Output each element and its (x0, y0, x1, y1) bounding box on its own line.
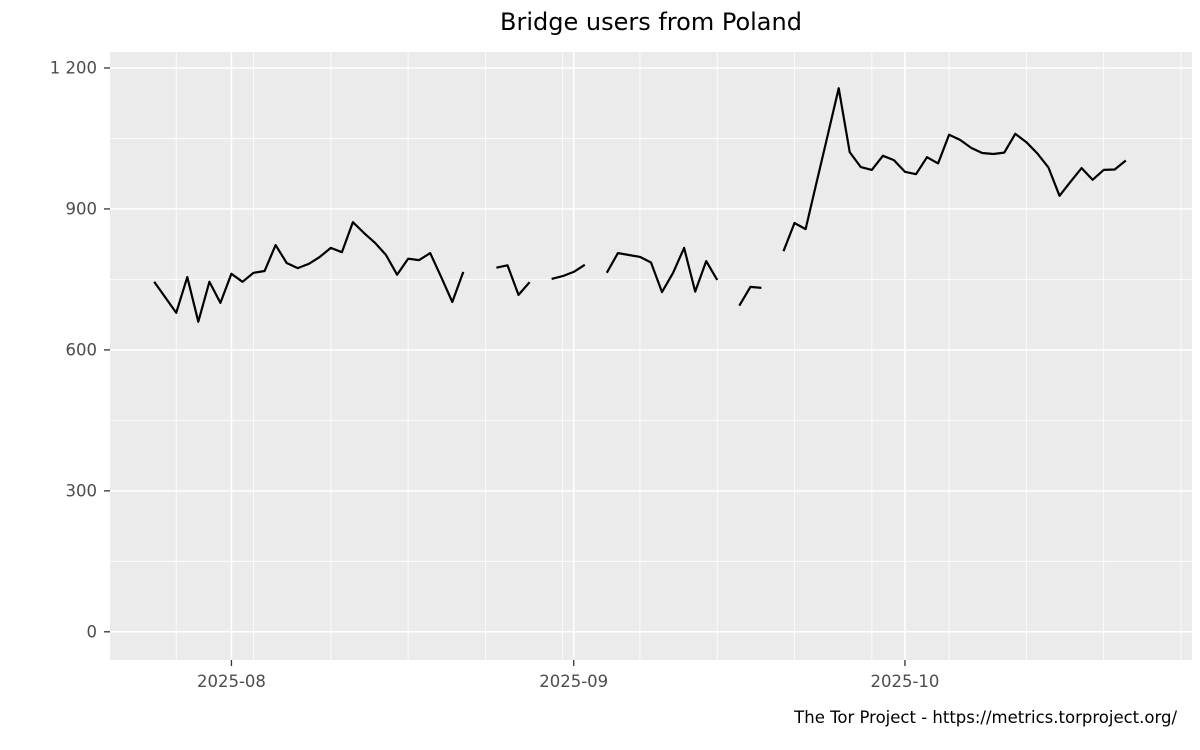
chart-title: Bridge users from Poland (500, 8, 802, 36)
data-line (605, 246, 719, 294)
y-tick-label: 900 (66, 199, 98, 218)
y-tick-label: 600 (66, 340, 98, 359)
y-tick-label: 300 (66, 481, 98, 500)
data-line (153, 221, 465, 323)
line-chart: 0 300 600 900 1 200 2025-08 2025-09 2025-10 (50, 52, 1192, 691)
plot-panel (110, 52, 1192, 660)
y-tick-label: 0 (87, 622, 98, 641)
data-line (738, 285, 762, 307)
x-tick-label: 2025-10 (870, 672, 939, 691)
y-tick-label: 1 200 (50, 58, 97, 77)
footer-attribution: The Tor Project - https://metrics.torpro… (794, 708, 1177, 727)
data-line (782, 87, 1127, 252)
data-line (496, 264, 531, 296)
x-tick-label: 2025-09 (539, 672, 608, 691)
data-line (551, 263, 586, 280)
x-tick-label: 2025-08 (197, 672, 266, 691)
